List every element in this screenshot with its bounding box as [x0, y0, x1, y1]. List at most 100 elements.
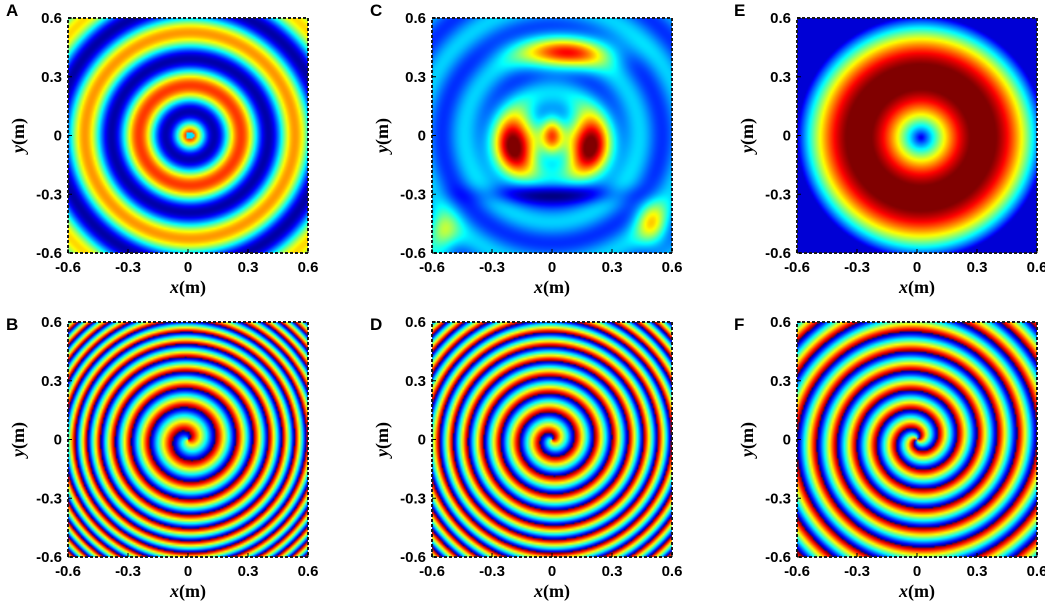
x-axis-variable: x [898, 277, 908, 297]
y-axis-label: y(m) [8, 422, 29, 459]
panel-label: B [6, 315, 18, 334]
x-axis-unit: (m) [543, 581, 570, 602]
panel-label: C [370, 1, 382, 20]
x-tick-label: -0.3 [844, 259, 870, 276]
y-tick-label: -0.6 [765, 245, 791, 262]
x-tick-label: 0.6 [662, 259, 683, 276]
x-tick-label: 0 [184, 259, 192, 276]
x-tick-label: 0.3 [238, 563, 259, 580]
x-axis-variable: x [533, 581, 543, 601]
heatmap-image [797, 18, 1037, 253]
x-tick-label: -0.3 [844, 563, 870, 580]
x-tick-label: -0.3 [479, 259, 505, 276]
y-tick-label: 0.3 [770, 69, 791, 86]
heatmap-image [68, 18, 308, 253]
panel-d: D-0.6 -0.3 0 0.3 0.60.60.30-0.3-0.6x(m)y(m) [370, 314, 682, 602]
x-tick-label: 0.3 [602, 259, 623, 276]
x-tick-label: 0 [548, 259, 556, 276]
y-tick-label: 0.3 [770, 373, 791, 390]
y-axis-variable: y [372, 144, 392, 155]
y-tick-label: 0.3 [41, 69, 62, 86]
x-axis-unit: (m) [179, 581, 206, 602]
y-tick-label: -0.6 [400, 549, 426, 566]
x-axis-variable: x [898, 581, 908, 601]
y-axis-unit: (m) [372, 422, 393, 449]
heatmap-image [432, 18, 672, 253]
panel-label: E [734, 1, 745, 20]
x-tick-label: -0.6 [784, 259, 810, 276]
y-tick-label: 0.6 [405, 314, 426, 331]
x-axis-label: x(m) [533, 277, 570, 298]
x-axis-label: x(m) [898, 581, 935, 602]
y-axis-label: y(m) [737, 422, 758, 459]
x-axis-variable: x [169, 277, 179, 297]
y-tick-label: -0.6 [36, 245, 62, 262]
y-axis-unit: (m) [8, 118, 29, 145]
x-axis-label: x(m) [169, 277, 206, 298]
heatmap-image [68, 322, 308, 557]
y-tick-label: 0.6 [41, 314, 62, 331]
x-tick-label: 0 [548, 563, 556, 580]
x-axis-unit: (m) [543, 277, 570, 298]
y-axis-label: y(m) [737, 118, 758, 155]
x-axis-label: x(m) [533, 581, 570, 602]
panel-e: E-0.6 -0.3 0 0.3 0.60.60.30-0.3-0.6x(m)y(m) [734, 1, 1045, 298]
x-axis-unit: (m) [179, 277, 206, 298]
y-tick-label: 0.6 [405, 10, 426, 27]
x-tick-label: -0.6 [55, 259, 81, 276]
y-tick-label: -0.3 [765, 186, 791, 203]
y-tick-label: 0 [54, 128, 62, 145]
x-axis-unit: (m) [908, 581, 935, 602]
y-tick-label: 0.6 [41, 10, 62, 27]
x-tick-label: 0.6 [298, 563, 319, 580]
y-tick-label: 0 [783, 128, 791, 145]
y-axis-variable: y [8, 144, 28, 155]
y-tick-label: 0 [54, 432, 62, 449]
y-tick-label: 0 [783, 432, 791, 449]
y-axis-label: y(m) [372, 422, 393, 459]
y-axis-variable: y [737, 144, 757, 155]
panel-label: A [6, 1, 18, 20]
x-tick-label: -0.6 [55, 563, 81, 580]
x-tick-label: 0.6 [1027, 563, 1045, 580]
x-tick-label: -0.6 [419, 563, 445, 580]
y-axis-label: y(m) [372, 118, 393, 155]
x-tick-label: 0.3 [967, 563, 988, 580]
y-tick-label: -0.6 [400, 245, 426, 262]
y-tick-label: 0.6 [770, 10, 791, 27]
panel-label: F [734, 315, 744, 334]
x-tick-label: 0.3 [967, 259, 988, 276]
x-tick-label: 0.6 [298, 259, 319, 276]
y-tick-label: 0.3 [41, 373, 62, 390]
y-tick-label: -0.3 [36, 186, 62, 203]
y-tick-label: 0.3 [405, 373, 426, 390]
y-axis-unit: (m) [372, 118, 393, 145]
y-tick-label: -0.6 [36, 549, 62, 566]
y-tick-label: -0.3 [765, 490, 791, 507]
x-tick-label: 0.6 [1027, 259, 1045, 276]
y-tick-label: -0.3 [400, 490, 426, 507]
y-tick-label: -0.3 [400, 186, 426, 203]
x-tick-label: 0 [184, 563, 192, 580]
panel-c: C-0.6 -0.3 0 0.3 0.60.60.30-0.3-0.6x(m)y(m) [370, 1, 682, 298]
x-axis-variable: x [533, 277, 543, 297]
y-tick-label: -0.6 [765, 549, 791, 566]
x-tick-label: 0.6 [662, 563, 683, 580]
y-axis-variable: y [737, 448, 757, 459]
y-axis-label: y(m) [8, 118, 29, 155]
y-tick-label: 0 [418, 128, 426, 145]
x-tick-label: -0.3 [115, 563, 141, 580]
y-axis-unit: (m) [737, 118, 758, 145]
y-tick-label: 0 [418, 432, 426, 449]
x-tick-label: -0.6 [419, 259, 445, 276]
panel-label: D [370, 315, 382, 334]
x-tick-label: -0.3 [479, 563, 505, 580]
x-axis-unit: (m) [908, 277, 935, 298]
y-axis-unit: (m) [737, 422, 758, 449]
y-tick-label: 0.6 [770, 314, 791, 331]
x-axis-label: x(m) [898, 277, 935, 298]
panel-f: F-0.6 -0.3 0 0.3 0.60.60.30-0.3-0.6x(m)y(m) [734, 314, 1045, 602]
y-tick-label: -0.3 [36, 490, 62, 507]
x-tick-label: -0.3 [115, 259, 141, 276]
